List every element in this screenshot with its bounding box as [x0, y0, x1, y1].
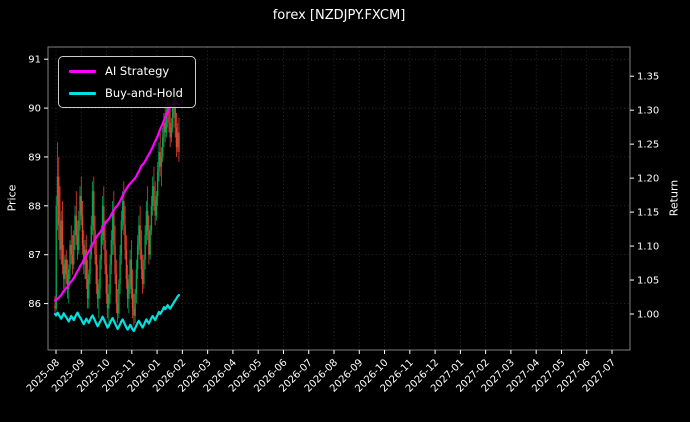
svg-text:1.20: 1.20 [637, 174, 659, 185]
svg-text:1.05: 1.05 [637, 276, 659, 287]
svg-text:86: 86 [28, 299, 41, 310]
ai-strategy-line-swatch [69, 69, 96, 73]
svg-text:1.25: 1.25 [637, 140, 659, 151]
svg-text:90: 90 [28, 104, 41, 115]
legend: AI Strategy Buy-and-Hold [58, 56, 196, 108]
price-axis-label: Price [5, 184, 19, 212]
return-axis-label: Return [667, 179, 681, 217]
legend-label-buy-and-hold: Buy-and-Hold [105, 86, 183, 100]
svg-text:1.10: 1.10 [637, 242, 659, 253]
chart-title: forex [NZDJPY.FXCM] [272, 8, 406, 23]
legend-label-ai-strategy: AI Strategy [105, 64, 170, 78]
buy-and-hold-line-swatch [69, 91, 96, 95]
svg-text:88: 88 [28, 201, 41, 212]
legend-item-buy-and-hold: Buy-and-Hold [69, 86, 183, 100]
legend-item-ai-strategy: AI Strategy [69, 64, 183, 78]
svg-text:1.30: 1.30 [637, 106, 659, 117]
svg-text:91: 91 [28, 55, 41, 66]
svg-text:1.35: 1.35 [637, 72, 659, 83]
svg-text:1.15: 1.15 [637, 208, 659, 219]
svg-text:87: 87 [28, 250, 41, 261]
svg-text:89: 89 [28, 152, 41, 163]
svg-text:1.00: 1.00 [637, 309, 659, 320]
